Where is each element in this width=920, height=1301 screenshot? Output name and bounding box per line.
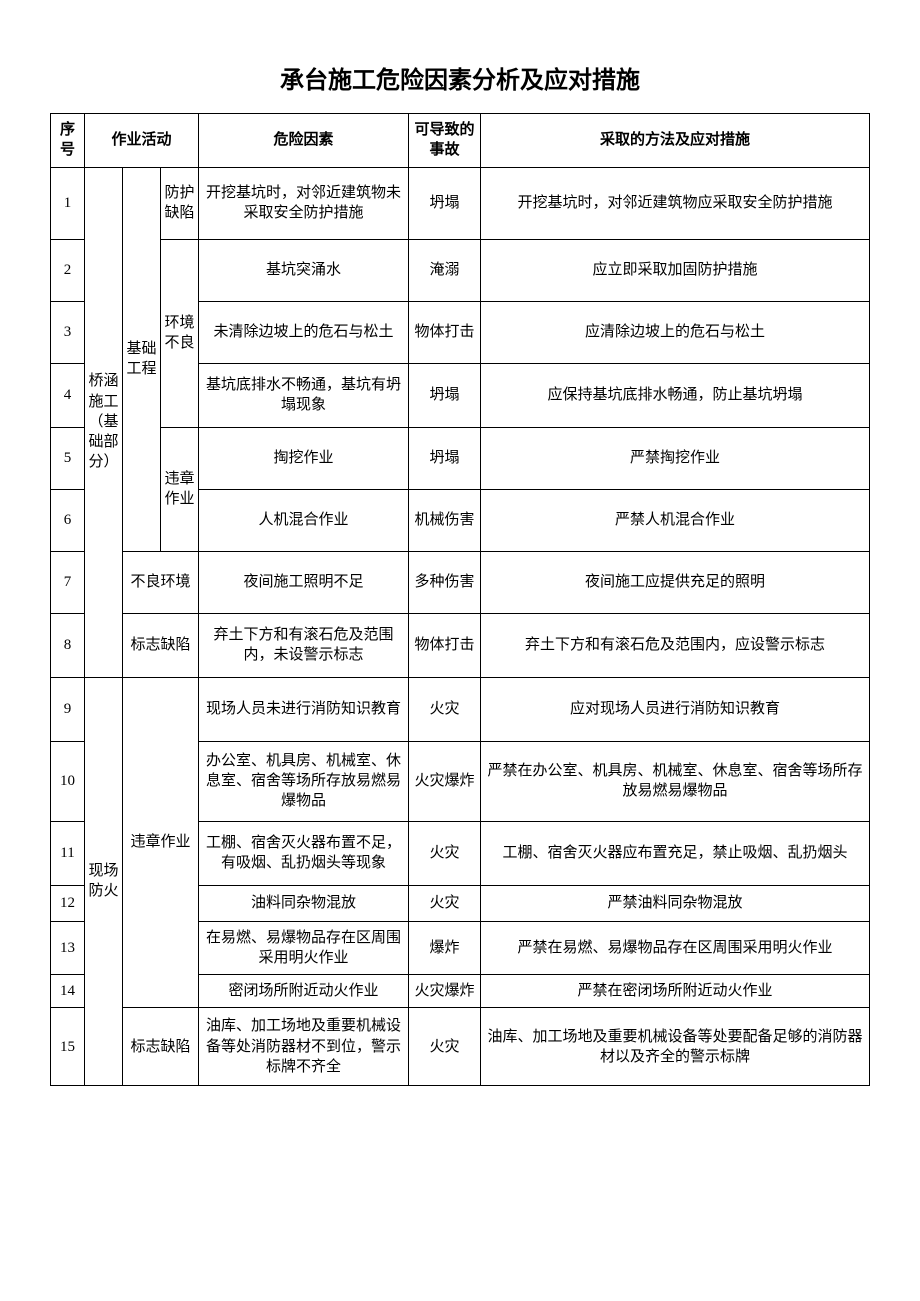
cell-acc: 坍塌 <box>409 427 481 489</box>
cell-acc: 物体打击 <box>409 301 481 363</box>
table-row: 5 违章作业 掏挖作业 坍塌 严禁掏挖作业 <box>51 427 870 489</box>
cell-risk: 在易燃、易爆物品存在区周围采用明火作业 <box>199 921 409 975</box>
activity-l3: 环境不良 <box>161 239 199 427</box>
table-row: 8 标志缺陷 弃土下方和有滚石危及范围内，未设警示标志 物体打击 弃土下方和有滚… <box>51 613 870 677</box>
cell-num: 9 <box>51 677 85 741</box>
activity-l1: 现场防火 <box>85 677 123 1086</box>
cell-risk: 掏挖作业 <box>199 427 409 489</box>
cell-acc: 火灾 <box>409 677 481 741</box>
cell-num: 3 <box>51 301 85 363</box>
cell-meas: 应清除边坡上的危石与松土 <box>481 301 870 363</box>
activity-l3: 防护缺陷 <box>161 167 199 239</box>
cell-meas: 严禁掏挖作业 <box>481 427 870 489</box>
activity-l2: 不良环境 <box>123 551 199 613</box>
cell-acc: 火灾爆炸 <box>409 741 481 821</box>
cell-meas: 应立即采取加固防护措施 <box>481 239 870 301</box>
cell-num: 5 <box>51 427 85 489</box>
table-row: 1 桥涵施工（基础部分） 基础工程 防护缺陷 开挖基坑时，对邻近建筑物未采取安全… <box>51 167 870 239</box>
risk-table: 序号 作业活动 危险因素 可导致的事故 采取的方法及应对措施 1 桥涵施工（基础… <box>50 113 870 1086</box>
col-measure: 采取的方法及应对措施 <box>481 114 870 168</box>
cell-risk: 工棚、宿舍灭火器布置不足，有吸烟、乱扔烟头等现象 <box>199 821 409 885</box>
activity-l3: 违章作业 <box>161 427 199 551</box>
cell-acc: 物体打击 <box>409 613 481 677</box>
cell-acc: 火灾 <box>409 821 481 885</box>
cell-risk: 油料同杂物混放 <box>199 885 409 921</box>
cell-acc: 淹溺 <box>409 239 481 301</box>
cell-meas: 应保持基坑底排水畅通，防止基坑坍塌 <box>481 363 870 427</box>
cell-acc: 火灾 <box>409 1008 481 1086</box>
cell-num: 13 <box>51 921 85 975</box>
cell-risk: 未清除边坡上的危石与松土 <box>199 301 409 363</box>
cell-num: 8 <box>51 613 85 677</box>
table-row: 7 不良环境 夜间施工照明不足 多种伤害 夜间施工应提供充足的照明 <box>51 551 870 613</box>
cell-risk: 基坑底排水不畅通，基坑有坍塌现象 <box>199 363 409 427</box>
cell-risk: 现场人员未进行消防知识教育 <box>199 677 409 741</box>
cell-acc: 火灾爆炸 <box>409 975 481 1008</box>
activity-l1: 桥涵施工（基础部分） <box>85 167 123 677</box>
cell-risk: 开挖基坑时，对邻近建筑物未采取安全防护措施 <box>199 167 409 239</box>
cell-meas: 应对现场人员进行消防知识教育 <box>481 677 870 741</box>
cell-risk: 办公室、机具房、机械室、休息室、宿舍等场所存放易燃易爆物品 <box>199 741 409 821</box>
cell-meas: 工棚、宿舍灭火器应布置充足，禁止吸烟、乱扔烟头 <box>481 821 870 885</box>
cell-num: 7 <box>51 551 85 613</box>
cell-num: 2 <box>51 239 85 301</box>
cell-num: 14 <box>51 975 85 1008</box>
cell-meas: 严禁在密闭场所附近动火作业 <box>481 975 870 1008</box>
table-row: 15 标志缺陷 油库、加工场地及重要机械设备等处消防器材不到位，警示标牌不齐全 … <box>51 1008 870 1086</box>
header-row: 序号 作业活动 危险因素 可导致的事故 采取的方法及应对措施 <box>51 114 870 168</box>
cell-acc: 火灾 <box>409 885 481 921</box>
cell-num: 12 <box>51 885 85 921</box>
cell-num: 1 <box>51 167 85 239</box>
cell-meas: 严禁人机混合作业 <box>481 489 870 551</box>
cell-risk: 密闭场所附近动火作业 <box>199 975 409 1008</box>
cell-acc: 坍塌 <box>409 167 481 239</box>
cell-risk: 弃土下方和有滚石危及范围内，未设警示标志 <box>199 613 409 677</box>
cell-risk: 油库、加工场地及重要机械设备等处消防器材不到位，警示标牌不齐全 <box>199 1008 409 1086</box>
cell-acc: 坍塌 <box>409 363 481 427</box>
activity-l2: 基础工程 <box>123 167 161 551</box>
cell-num: 15 <box>51 1008 85 1086</box>
cell-acc: 机械伤害 <box>409 489 481 551</box>
page-title: 承台施工危险因素分析及应对措施 <box>50 60 870 95</box>
cell-meas: 夜间施工应提供充足的照明 <box>481 551 870 613</box>
table-row: 2 环境不良 基坑突涌水 淹溺 应立即采取加固防护措施 <box>51 239 870 301</box>
col-risk: 危险因素 <box>199 114 409 168</box>
col-activity: 作业活动 <box>85 114 199 168</box>
cell-meas: 开挖基坑时，对邻近建筑物应采取安全防护措施 <box>481 167 870 239</box>
table-row: 9 现场防火 违章作业 现场人员未进行消防知识教育 火灾 应对现场人员进行消防知… <box>51 677 870 741</box>
col-accident: 可导致的事故 <box>409 114 481 168</box>
cell-num: 10 <box>51 741 85 821</box>
cell-risk: 人机混合作业 <box>199 489 409 551</box>
cell-meas: 严禁在办公室、机具房、机械室、休息室、宿舍等场所存放易燃易爆物品 <box>481 741 870 821</box>
cell-risk: 基坑突涌水 <box>199 239 409 301</box>
cell-meas: 严禁在易燃、易爆物品存在区周围采用明火作业 <box>481 921 870 975</box>
cell-meas: 弃土下方和有滚石危及范围内，应设警示标志 <box>481 613 870 677</box>
activity-l2: 标志缺陷 <box>123 1008 199 1086</box>
cell-num: 11 <box>51 821 85 885</box>
cell-risk: 夜间施工照明不足 <box>199 551 409 613</box>
activity-l2: 标志缺陷 <box>123 613 199 677</box>
cell-acc: 多种伤害 <box>409 551 481 613</box>
cell-meas: 严禁油料同杂物混放 <box>481 885 870 921</box>
cell-num: 6 <box>51 489 85 551</box>
cell-num: 4 <box>51 363 85 427</box>
cell-meas: 油库、加工场地及重要机械设备等处要配备足够的消防器材以及齐全的警示标牌 <box>481 1008 870 1086</box>
cell-acc: 爆炸 <box>409 921 481 975</box>
activity-l2: 违章作业 <box>123 677 199 1008</box>
col-num: 序号 <box>51 114 85 168</box>
